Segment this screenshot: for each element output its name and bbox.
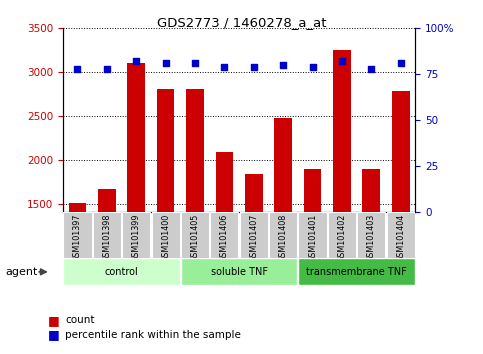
- Bar: [181, 258, 297, 285]
- Text: control: control: [105, 267, 139, 277]
- Point: [397, 61, 405, 66]
- Text: GSM101399: GSM101399: [132, 214, 141, 262]
- Bar: [304, 169, 321, 335]
- Text: ■: ■: [48, 314, 60, 327]
- Text: GSM101401: GSM101401: [308, 214, 317, 262]
- Text: GSM101398: GSM101398: [102, 214, 112, 262]
- Bar: [298, 258, 415, 285]
- Bar: [181, 212, 209, 260]
- Bar: [298, 212, 327, 260]
- Text: GSM101397: GSM101397: [73, 214, 82, 262]
- Bar: [152, 212, 180, 260]
- Bar: [357, 212, 385, 260]
- Text: transmembrane TNF: transmembrane TNF: [306, 267, 407, 277]
- Bar: [93, 212, 121, 260]
- Point: [73, 66, 81, 72]
- Point: [162, 61, 170, 66]
- Bar: [274, 118, 292, 335]
- Text: GSM101404: GSM101404: [396, 214, 405, 262]
- Bar: [63, 258, 180, 285]
- Point: [221, 64, 228, 70]
- Text: count: count: [65, 315, 95, 325]
- Point: [191, 61, 199, 66]
- Point: [132, 59, 140, 64]
- Bar: [69, 203, 86, 335]
- Bar: [240, 212, 268, 260]
- Text: GSM101406: GSM101406: [220, 214, 229, 262]
- Point: [279, 62, 287, 68]
- Bar: [328, 212, 356, 260]
- Text: GSM101405: GSM101405: [190, 214, 199, 262]
- Bar: [269, 212, 297, 260]
- Bar: [245, 174, 263, 335]
- Point: [368, 66, 375, 72]
- Bar: [63, 212, 92, 260]
- Text: GSM101408: GSM101408: [279, 214, 288, 262]
- Bar: [362, 169, 380, 335]
- Text: GSM101400: GSM101400: [161, 214, 170, 262]
- Text: GSM101403: GSM101403: [367, 214, 376, 262]
- Bar: [333, 50, 351, 335]
- Text: soluble TNF: soluble TNF: [211, 267, 268, 277]
- Text: agent: agent: [6, 267, 38, 277]
- Bar: [128, 63, 145, 335]
- Point: [338, 59, 346, 64]
- Point: [250, 64, 257, 70]
- Bar: [122, 212, 150, 260]
- Point: [309, 64, 316, 70]
- Point: [103, 66, 111, 72]
- Text: GSM101407: GSM101407: [249, 214, 258, 262]
- Text: ■: ■: [48, 328, 60, 341]
- Bar: [386, 212, 415, 260]
- Bar: [157, 89, 174, 335]
- Text: GDS2773 / 1460278_a_at: GDS2773 / 1460278_a_at: [157, 16, 326, 29]
- Text: percentile rank within the sample: percentile rank within the sample: [65, 330, 241, 339]
- Bar: [98, 189, 116, 335]
- Bar: [210, 212, 239, 260]
- Bar: [392, 91, 410, 335]
- Bar: [215, 152, 233, 335]
- Text: GSM101402: GSM101402: [338, 214, 346, 262]
- Bar: [186, 89, 204, 335]
